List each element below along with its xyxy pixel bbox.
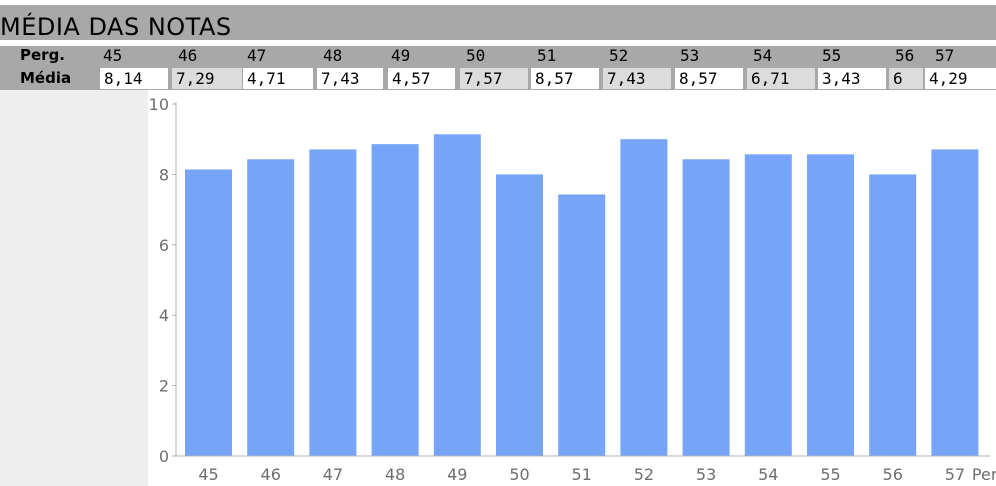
x-axis: 45 46 47 48 49 50 51 52 53 54 55 56 57 Perg. <box>176 455 996 484</box>
x-tick-label: 50 <box>509 465 529 484</box>
x-tick-label: 48 <box>385 465 405 484</box>
perg-cell: 49 <box>391 46 411 65</box>
bar-53 <box>682 159 730 456</box>
x-tick-label: 57 <box>945 465 965 484</box>
perg-cell: 45 <box>103 46 123 65</box>
bar-46 <box>247 159 295 456</box>
y-tick-label: 0 <box>159 447 169 466</box>
y-tick-label: 8 <box>159 165 169 184</box>
bar-47 <box>309 149 357 456</box>
perg-cell: 55 <box>822 46 842 65</box>
y-tick-label: 10 <box>149 95 169 114</box>
bar-50 <box>496 174 543 456</box>
x-tick-label: 53 <box>696 465 716 484</box>
y-tick-label: 2 <box>159 377 169 396</box>
media-cell: 3,43 <box>818 68 886 89</box>
x-tick-label: 46 <box>261 465 281 484</box>
x-tick-label: 51 <box>572 465 592 484</box>
y-tick-label: 6 <box>159 236 169 255</box>
media-cell: 4,71 <box>243 68 313 89</box>
x-tick-label: 52 <box>634 465 654 484</box>
media-cell: 8,57 <box>531 68 599 89</box>
perg-cell: 50 <box>466 46 486 65</box>
bar-48 <box>371 144 419 457</box>
x-tick-label: 54 <box>758 465 778 484</box>
media-row-label: Média <box>20 69 72 87</box>
perg-row-label: Perg. <box>20 46 65 64</box>
media-cell: 7,43 <box>317 68 383 89</box>
media-cell: 6 <box>889 68 923 89</box>
x-tick-label: 45 <box>198 465 218 484</box>
x-tick-label: 47 <box>323 465 343 484</box>
perg-cell: 52 <box>609 46 629 65</box>
media-cell: 8,14 <box>100 68 168 89</box>
bar-51 <box>558 194 606 457</box>
y-axis: 0 2 4 6 8 10 <box>149 95 177 466</box>
bar-49 <box>433 134 481 456</box>
perg-cell: 57 <box>935 46 955 65</box>
chart-title: MÉDIA DAS NOTAS <box>0 13 232 41</box>
media-cell: 8,57 <box>675 68 743 89</box>
perg-cell: 48 <box>323 46 343 65</box>
perg-cell: 46 <box>178 46 198 65</box>
x-axis-title: Perg. <box>972 465 996 484</box>
bar-55 <box>807 154 854 456</box>
perg-cell: 47 <box>247 46 267 65</box>
perg-cell: 56 <box>895 46 915 65</box>
perg-cell: 53 <box>680 46 700 65</box>
media-cell: 7,43 <box>603 68 671 89</box>
x-tick-label: 55 <box>820 465 840 484</box>
bar-52 <box>620 139 668 456</box>
x-tick-label: 56 <box>883 465 903 484</box>
media-cell: 7,29 <box>172 68 242 89</box>
bar-45 <box>185 169 232 457</box>
bar-57 <box>931 149 979 456</box>
top-border <box>0 0 996 5</box>
media-cell: 6,71 <box>747 68 815 89</box>
perg-cell: 54 <box>753 46 773 65</box>
x-tick-label: 49 <box>447 465 467 484</box>
media-cell: 4,57 <box>388 68 455 89</box>
bar-54 <box>744 154 792 456</box>
media-row: Média 8,14 7,29 4,71 7,43 4,57 7,57 8,57… <box>0 68 996 90</box>
media-cell: 7,57 <box>460 68 528 89</box>
left-panel <box>0 90 148 486</box>
perg-row: Perg. 45 46 47 48 49 50 51 52 53 54 55 5… <box>0 46 996 68</box>
media-cell: 4,29 <box>925 68 996 89</box>
bars <box>185 134 979 457</box>
title-bar: MÉDIA DAS NOTAS <box>0 5 996 41</box>
bar-56 <box>869 174 917 456</box>
perg-cell: 51 <box>537 46 557 65</box>
y-tick-label: 4 <box>159 306 169 325</box>
